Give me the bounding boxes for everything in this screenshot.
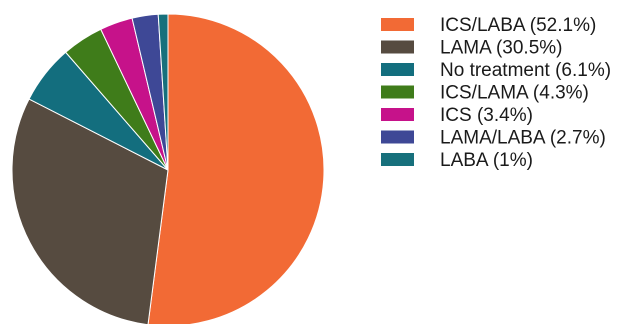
legend-swatch-4: [381, 85, 414, 99]
legend-swatch-2: [381, 40, 414, 54]
legend-swatch-7: [381, 153, 414, 166]
legend-label-5: ICS (3.4%): [440, 105, 533, 126]
legend-label-4: ICS/LAMA (4.3%): [440, 83, 589, 104]
pie-slice-2: [11, 98, 169, 324]
pie-slice-1: [147, 13, 325, 324]
legend-label-6: LAMA/LABA (2.7%): [440, 128, 606, 149]
pie-slices: [11, 13, 325, 324]
pie-slice-7: [157, 13, 169, 171]
legend-swatch-3: [381, 63, 414, 76]
legend-item-4: ICS/LAMA (4.3%): [381, 83, 589, 104]
legend-swatch-1: [381, 18, 414, 31]
legend-item-5: ICS (3.4%): [381, 105, 533, 126]
legend-item-2: LAMA (30.5%): [381, 38, 563, 59]
legend: ICS/LABA (52.1%)LAMA (30.5%)No treatment…: [381, 15, 611, 171]
legend-label-2: LAMA (30.5%): [440, 38, 563, 59]
legend-item-3: No treatment (6.1%): [381, 60, 611, 81]
legend-item-1: ICS/LABA (52.1%): [381, 15, 596, 36]
legend-label-1: ICS/LABA (52.1%): [440, 15, 596, 36]
legend-label-3: No treatment (6.1%): [440, 60, 611, 81]
legend-swatch-6: [381, 130, 414, 144]
legend-label-7: LABA (1%): [440, 150, 533, 171]
legend-item-6: LAMA/LABA (2.7%): [381, 128, 606, 149]
legend-item-7: LABA (1%): [381, 150, 533, 171]
legend-swatch-5: [381, 108, 414, 121]
